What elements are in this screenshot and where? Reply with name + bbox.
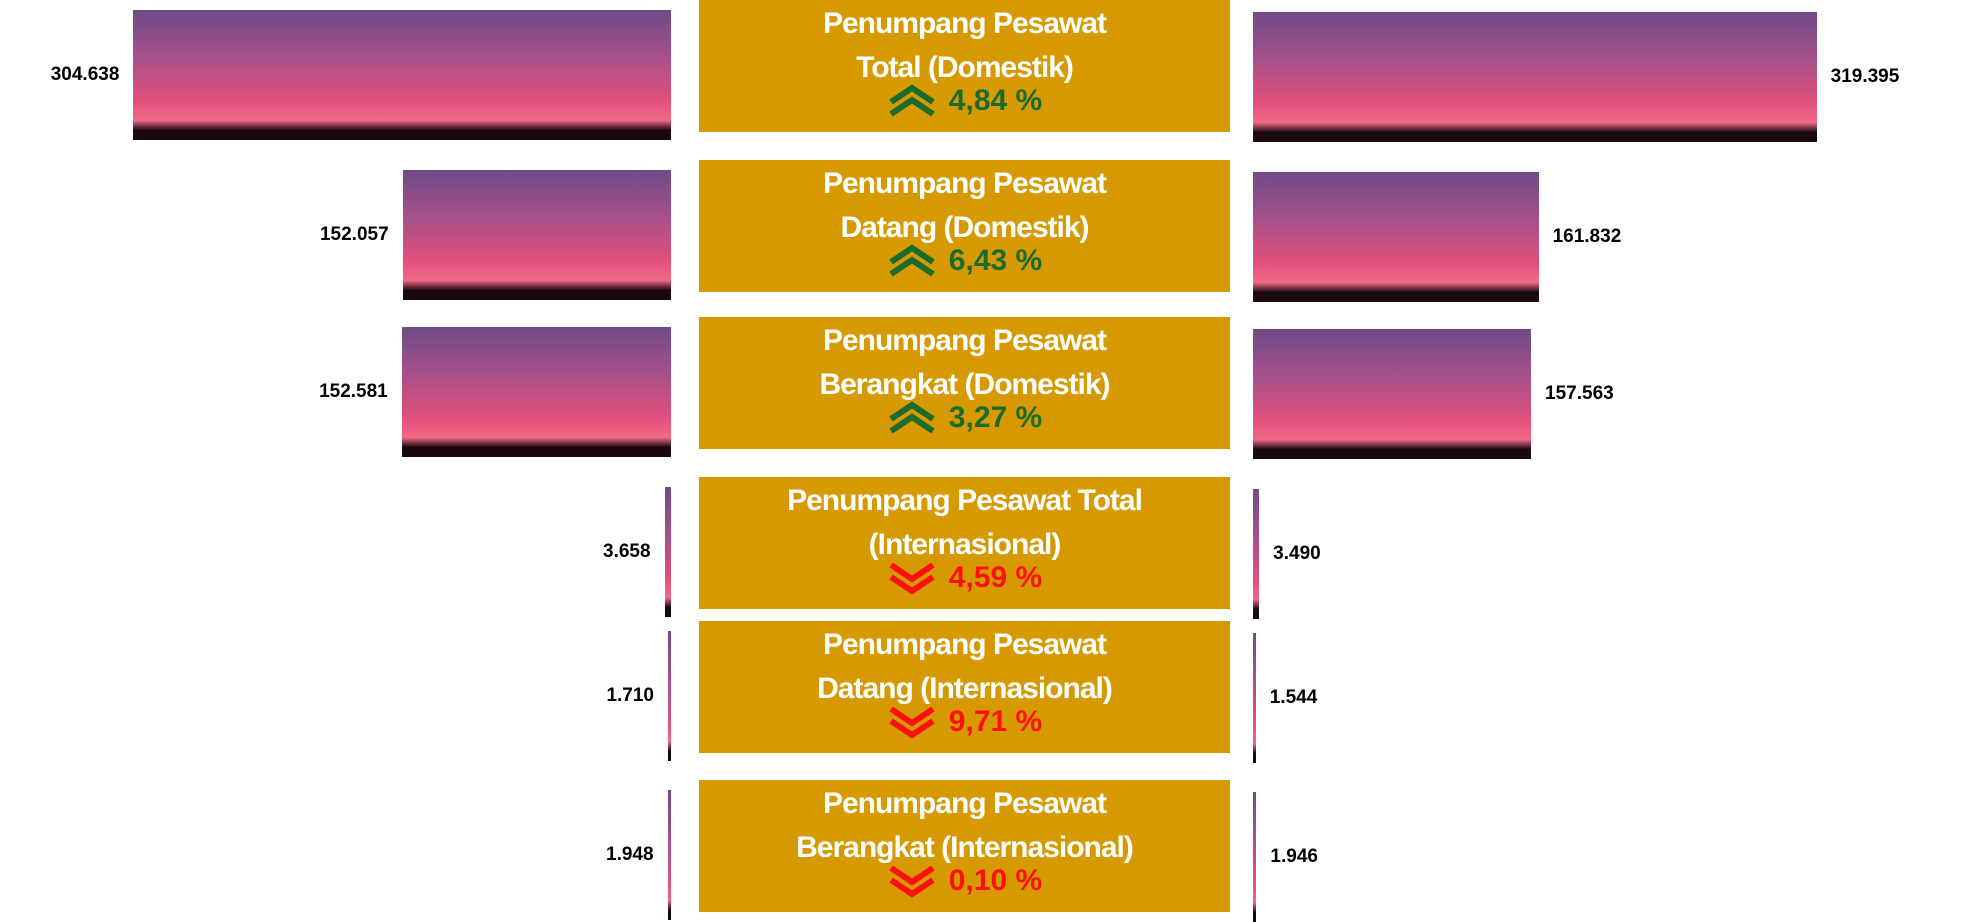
value-label-left: 152.581 [319,381,388,402]
chevron [889,877,935,898]
bar-right [1253,329,1532,459]
change-arrow [889,84,935,117]
change-label: 0,10 % [948,864,1043,897]
change: 0,10 % [887,864,1042,898]
category-label: Penumpang Pesawat Berangkat (Domestik) [819,324,1110,401]
category-label: Penumpang Pesawat Datang (Domestik) [822,167,1107,244]
change-label: 3,27 % [948,401,1043,434]
chevron [889,865,935,886]
bar-left [402,170,671,300]
change-arrow [889,244,935,277]
change-label: 4,59 % [948,561,1043,594]
change-arrow [889,562,935,595]
chevron [889,96,935,117]
bar-right [1253,12,1817,142]
category-label: Penumpang Pesawat Total (Internasional) [787,484,1143,561]
chevron [889,562,935,583]
change-label: 4,84 % [948,84,1043,117]
value-label-right: 3.490 [1273,543,1321,564]
change: 6,43 % [887,244,1042,278]
bar-left [667,790,671,920]
value-label-right: 1.946 [1270,846,1318,867]
bar-right [1253,172,1539,302]
chevron [889,718,935,739]
bar-left [133,10,671,140]
category-box: Penumpang Pesawat Berangkat (Internasion… [699,780,1230,912]
change: 9,71 % [887,705,1042,739]
value-label-right: 319.395 [1830,66,1900,87]
bar-left [401,327,671,457]
change-arrow [889,401,935,434]
change-label: 6,43 % [948,244,1043,277]
bar-right [1253,633,1256,763]
change-arrow [889,706,935,739]
value-label-right: 1.544 [1269,687,1318,708]
category-box: Penumpang Pesawat Datang (Internasional)… [699,621,1230,753]
chevron [889,244,935,265]
category-box: Penumpang Pesawat Total (Domestik) 4,84 % [699,0,1230,132]
value-label-right: 161.832 [1552,226,1622,247]
bar-left [664,487,671,617]
chevron [889,413,935,434]
value-label-left: 1.948 [606,844,654,865]
chevron [889,706,935,727]
bar-right [1253,489,1260,619]
value-label-left: 152.057 [319,224,389,245]
category-label: Penumpang Pesawat Total (Domestik) [822,7,1107,84]
value-label-right: 157.563 [1545,383,1614,404]
chevron [889,256,935,277]
category-box: Penumpang Pesawat Berangkat (Domestik) 3,… [699,317,1230,449]
change-arrow [889,865,935,898]
value-label-left: 304.638 [50,64,120,85]
change: 4,84 % [887,84,1042,118]
bar-left [667,631,671,761]
category-label: Penumpang Pesawat Datang (Internasional) [817,628,1113,705]
category-box: Penumpang Pesawat Total (Internasional) 4… [699,477,1230,609]
value-label-left: 3.658 [603,541,651,562]
category-box: Penumpang Pesawat Datang (Domestik) 6,43 … [699,160,1230,292]
value-label-left: 1.710 [606,685,654,706]
chevron [889,574,935,595]
category-label: Penumpang Pesawat Berangkat (Internasion… [796,787,1134,864]
chevron [889,84,935,105]
change: 3,27 % [887,401,1042,435]
bar-right [1253,792,1257,922]
change-label: 9,71 % [948,705,1043,738]
chevron [889,401,935,422]
change: 4,59 % [887,561,1042,595]
